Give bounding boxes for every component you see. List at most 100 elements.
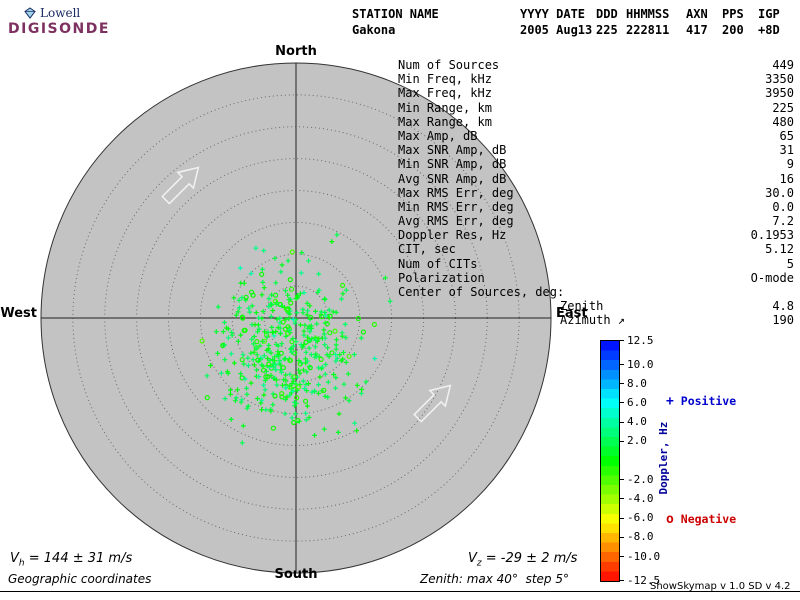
source-point-positive [274, 302, 280, 307]
source-point-positive [303, 417, 309, 423]
logo-top-row: Lowell [24, 6, 128, 20]
source-point-positive [322, 296, 327, 302]
source-point-positive [308, 352, 314, 357]
source-point-negative [296, 384, 302, 390]
source-point-positive [245, 403, 251, 409]
colorbar-tickmark [620, 498, 624, 500]
source-point-positive [268, 301, 274, 307]
source-point-positive [333, 342, 339, 348]
source-point-positive [222, 320, 227, 325]
colorbar-tick-label: -2.0 [627, 472, 654, 486]
source-point-positive [264, 334, 270, 340]
stat-label: Avg SNR Amp, dB [398, 171, 507, 186]
header-col-label: IGP [758, 7, 780, 21]
source-point-positive [224, 325, 229, 331]
source-point-positive [326, 315, 332, 321]
source-point-negative [266, 361, 272, 367]
source-point-positive [237, 305, 242, 311]
colorbar-title: Doppler, Hz [657, 421, 670, 495]
source-point-positive [303, 349, 309, 355]
source-point-positive [291, 343, 296, 349]
source-point-positive [236, 297, 242, 303]
source-point-positive [273, 342, 279, 347]
source-point-positive [222, 342, 227, 348]
source-point-positive [305, 403, 310, 409]
source-point-negative [240, 315, 246, 321]
source-point-positive [291, 378, 296, 384]
source-point-positive [239, 397, 245, 403]
source-point-positive [232, 360, 237, 366]
source-point-negative [284, 307, 290, 313]
stat-label: Min SNR Amp, dB [398, 157, 507, 172]
source-point-negative [243, 294, 249, 300]
vertical-velocity-readout: Vz = -29 ± 2 m/s [468, 551, 578, 569]
source-point-positive [261, 248, 267, 253]
source-point-negative [346, 353, 352, 359]
source-point-positive [340, 291, 346, 297]
horizontal-velocity-readout: Vh = 144 ± 31 m/s [10, 551, 133, 569]
stat-value: 16 [779, 171, 794, 186]
source-point-positive [244, 386, 249, 391]
source-point-positive [268, 350, 274, 356]
source-point-positive [235, 387, 240, 393]
colorbar-tick-label: -10.0 [627, 549, 661, 563]
source-point-negative [280, 319, 286, 325]
stat-row: Zenith 4.8 [398, 299, 794, 313]
source-point-positive [316, 287, 322, 293]
header-col-label: HHMMSS [626, 7, 670, 21]
source-point-positive [322, 342, 328, 348]
source-point-positive [316, 382, 321, 387]
source-point-positive [301, 290, 307, 295]
colorbar-tick-label: -6.0 [627, 511, 654, 525]
source-point-negative [360, 329, 366, 335]
source-point-positive [323, 362, 329, 367]
source-point-positive [307, 303, 313, 309]
compass-east-label: East [556, 306, 588, 321]
source-point-positive [238, 332, 243, 338]
source-point-positive [343, 335, 349, 341]
source-point-positive [340, 356, 346, 362]
source-point-positive [220, 329, 226, 335]
source-point-positive [261, 392, 267, 398]
source-point-positive [288, 346, 293, 352]
source-point-negative [285, 306, 291, 312]
source-point-positive [263, 407, 269, 413]
colorbar-tick-label: 6.0 [627, 395, 647, 409]
header-col-yyyy-date: YYYY DATE 2005 Aug13 [520, 7, 596, 37]
source-point-positive [387, 298, 393, 304]
source-point-positive [277, 358, 283, 363]
source-point-positive [279, 370, 284, 375]
source-point-negative [307, 365, 313, 371]
header-col-axn: AXN 417 [686, 7, 722, 37]
source-point-negative [265, 374, 271, 380]
source-point-positive [228, 351, 234, 357]
source-point-positive [248, 350, 254, 356]
source-point-positive [270, 308, 276, 313]
source-point-negative [340, 282, 346, 288]
source-point-positive [298, 322, 303, 328]
source-point-negative [287, 277, 293, 283]
circle-marker-icon: o [666, 512, 674, 527]
source-point-positive [301, 332, 307, 338]
source-point-positive [306, 258, 311, 264]
colorbar-tickmark [620, 340, 624, 341]
source-point-positive [292, 320, 298, 326]
source-point-positive [335, 430, 341, 435]
source-point-positive [249, 336, 255, 342]
source-point-positive [268, 372, 274, 378]
compass-north-label: North [275, 44, 317, 59]
source-point-positive [333, 385, 338, 391]
stat-label: Min RMS Err, deg [398, 199, 514, 214]
header-col-value: 2005 Aug13 [520, 23, 593, 37]
source-point-positive [255, 396, 260, 401]
source-point-negative [280, 365, 286, 371]
source-point-positive [238, 280, 244, 286]
source-point-positive [269, 325, 275, 330]
source-point-positive [272, 255, 278, 261]
colorbar-gradient [600, 340, 620, 582]
source-point-negative [254, 339, 260, 345]
source-point-positive [241, 361, 247, 367]
source-point-positive [215, 304, 221, 310]
source-point-positive [306, 345, 312, 351]
source-point-positive [273, 280, 279, 286]
